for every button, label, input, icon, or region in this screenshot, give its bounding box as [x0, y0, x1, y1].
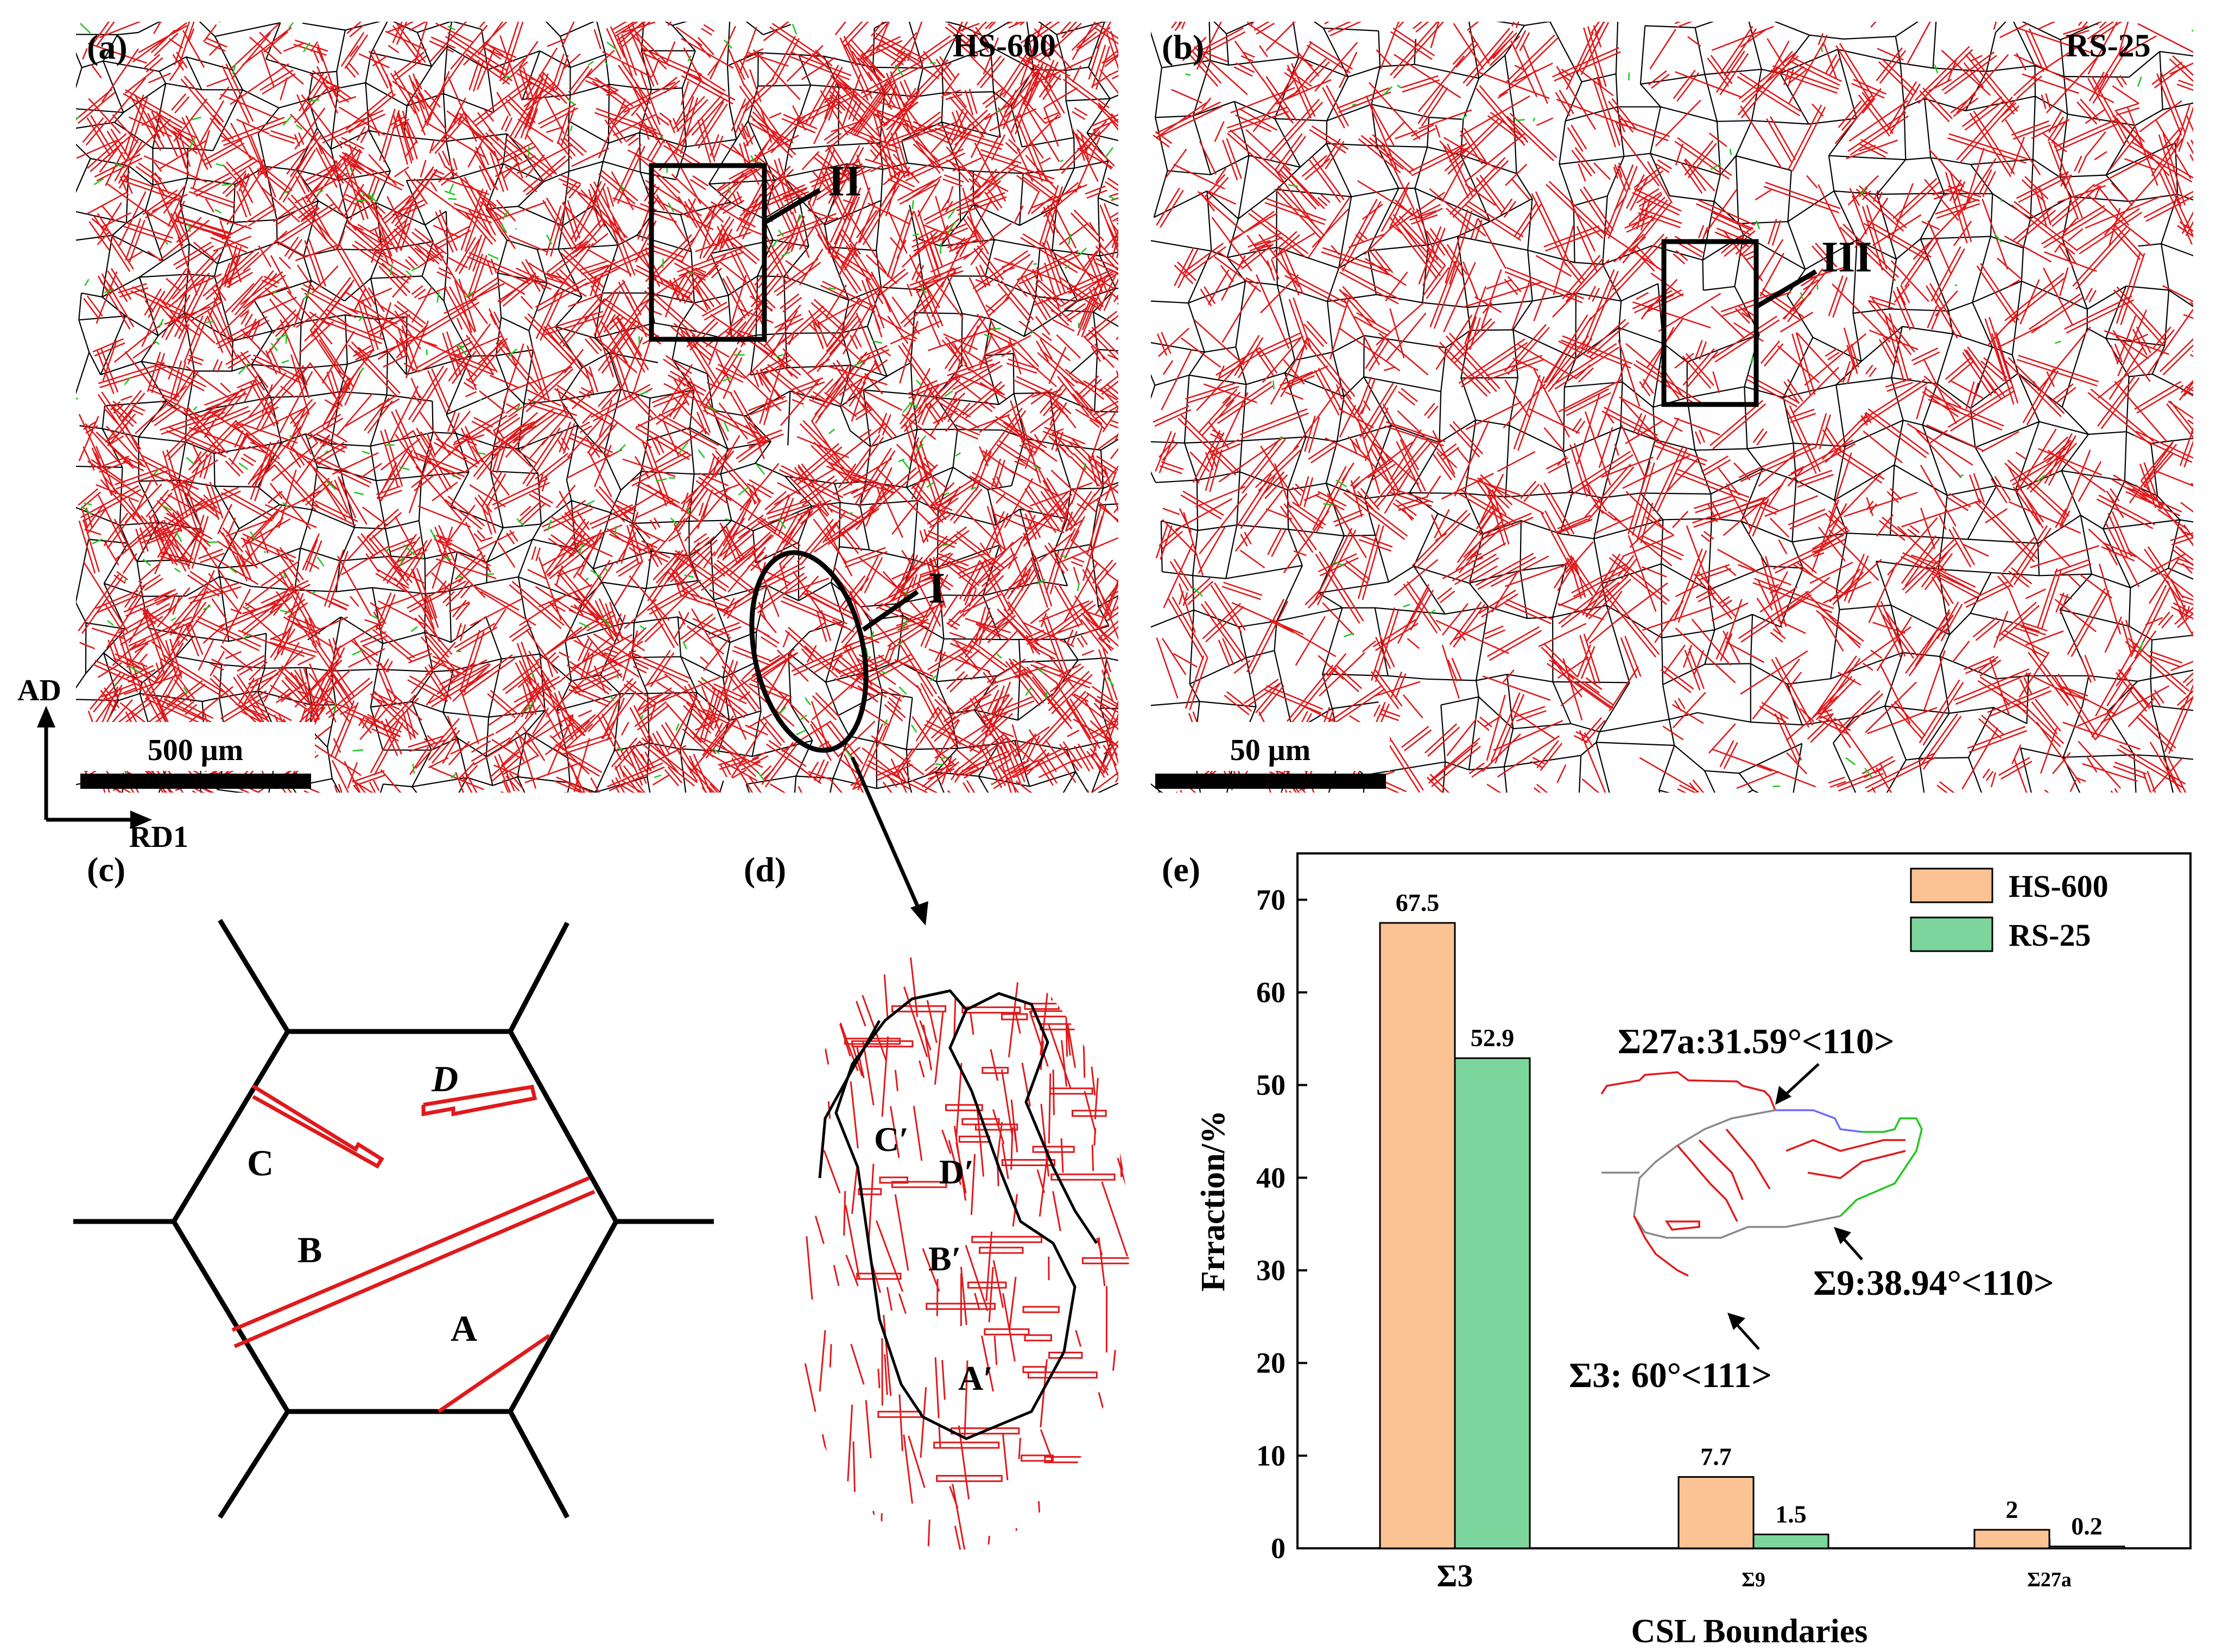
y-tick-label: 10	[1256, 1439, 1286, 1472]
y-tick-label: 30	[1256, 1254, 1286, 1287]
y-tick-label: 0	[1271, 1532, 1286, 1565]
legend-label: RS-25	[2009, 917, 2091, 953]
bar-value-label: 7.7	[1700, 1443, 1732, 1471]
bar-hs-600-2	[1973, 1529, 2050, 1549]
region-I-ellipse	[749, 550, 869, 753]
bar-value-label: 52.9	[1471, 1024, 1515, 1052]
bar-rs-25-2	[2048, 1546, 2125, 1549]
sigma9-boundaries	[71, 14, 1117, 785]
map-overlays: 500 μm 50 μm II I III AD RD1	[17, 157, 1872, 926]
twin-label-d-prime: D′	[939, 1153, 974, 1191]
y-axis-title: Frraction/%	[1195, 1110, 1232, 1292]
bar-value-label: 0.2	[2071, 1512, 2103, 1540]
twin-A	[438, 1334, 550, 1413]
twin-label-b: B	[297, 1229, 322, 1270]
zoom-arrow	[850, 756, 922, 913]
twin-label-c-prime: C′	[874, 1120, 909, 1159]
bar-value-label: 1.5	[1775, 1500, 1807, 1528]
panel-label-a: (a)	[87, 28, 128, 66]
twin-label-a-prime: A′	[958, 1359, 993, 1397]
scale-label-b: 50 μm	[1230, 733, 1310, 767]
panel-label-b: (b)	[1162, 28, 1205, 66]
annotation-sigma3: Σ3: 60°<111>	[1569, 1356, 1772, 1395]
panel-label-d: (d)	[744, 850, 787, 889]
twin-label-b-prime: B′	[928, 1239, 961, 1278]
grain-boundary-map-a	[60, 0, 1192, 871]
boundary-inset	[1600, 1071, 1923, 1277]
csl-bar-chart: 0 10 20 30 40 50 60 70 Σ3 67.5 52.9 Σ9 7.7 1.5 Σ27a 2 0.…	[1195, 852, 2192, 1650]
region-II-box	[649, 163, 767, 342]
bar-rs-25-0	[1454, 1057, 1531, 1549]
axis-label-rd1: RD1	[129, 820, 188, 854]
region-III-box	[1661, 239, 1759, 407]
grain-hexagon	[73, 919, 714, 1519]
ebsd-map-hs600	[60, 0, 1192, 871]
x-tick-label: Σ27a	[2027, 1568, 2072, 1591]
scale-label-a: 500 μm	[148, 733, 243, 767]
y-tick-label: 50	[1256, 1069, 1286, 1102]
y-tick-label: 70	[1256, 883, 1286, 916]
x-axis-title: CSL Boundaries	[1631, 1613, 1868, 1650]
annotation-sigma27a: Σ27a:31.59°<110>	[1618, 1022, 1895, 1061]
twin-label-c: C	[247, 1142, 274, 1183]
twin-D	[421, 1085, 537, 1117]
twin-label-d: D	[431, 1058, 458, 1099]
twin-boundaries	[74, 0, 1170, 853]
magnified-region-I: C′ D′ B′ A′	[782, 947, 1129, 1550]
x-tick-label: Σ9	[1742, 1568, 1765, 1591]
panel-label-c: (c)	[87, 850, 126, 889]
annotation-sigma9: Σ9:38.94°<110>	[1813, 1263, 2054, 1303]
y-tick-label: 20	[1256, 1347, 1286, 1379]
scale-bar-b	[1155, 774, 1386, 789]
twin-lamellae	[231, 1084, 596, 1413]
bar-rs-25-1	[1752, 1533, 1829, 1549]
twin-schematic: C D B A	[73, 919, 714, 1519]
axis-label-ad: AD	[17, 674, 61, 707]
legend-swatch	[1910, 868, 1993, 903]
twin-B-2	[233, 1189, 596, 1349]
region-I-label: I	[928, 565, 945, 612]
axis-arrows	[37, 706, 152, 829]
region-III-label: III	[1821, 233, 1872, 281]
region-II-label: II	[828, 157, 862, 205]
twin-B-1	[231, 1176, 590, 1332]
scale-bar-a	[80, 774, 311, 789]
x-tick-label: Σ3	[1437, 1558, 1473, 1593]
bar-hs-600-0	[1379, 922, 1456, 1549]
legend-label: HS-600	[2009, 869, 2109, 904]
sample-label-hs600: HS-600	[953, 28, 1056, 64]
y-tick-label: 60	[1256, 976, 1286, 1009]
main-grain-outline	[818, 989, 1098, 1440]
bar-hs-600-1	[1677, 1476, 1755, 1549]
twin-C	[251, 1084, 384, 1169]
bar-value-label: 67.5	[1396, 889, 1440, 916]
panel-label-e: (e)	[1162, 850, 1201, 889]
sample-label-rs25: RS-25	[2066, 28, 2151, 64]
y-tick-label: 40	[1256, 1161, 1286, 1194]
bar-value-label: 2	[2006, 1496, 2018, 1523]
legend-swatch	[1910, 916, 1993, 952]
twin-label-a: A	[451, 1308, 477, 1349]
